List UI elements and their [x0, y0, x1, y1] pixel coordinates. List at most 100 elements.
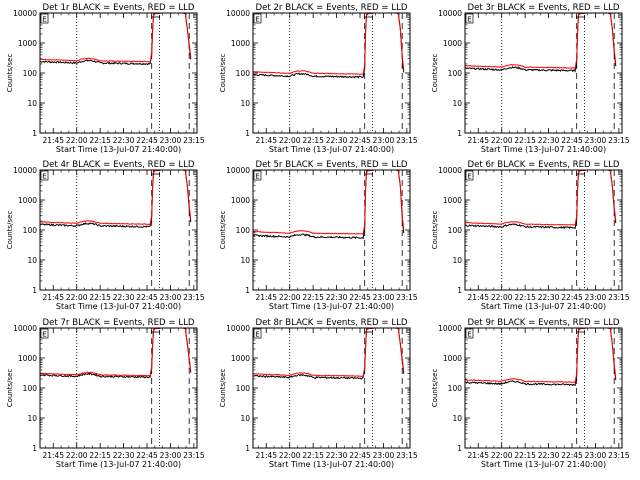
x-tick-label: 22:30	[538, 293, 560, 302]
plot-frame	[252, 327, 411, 449]
lld-series-tail	[183, 327, 192, 372]
plot-frame	[464, 327, 623, 449]
x-tick-label: 23:15	[608, 293, 630, 302]
x-axis-label: Start Time (13-Jul-07 21:40:00)	[481, 145, 606, 154]
panel-9: Det 9r BLACK = Events, RED = LLD Counts/s…	[431, 318, 630, 469]
lld-series	[252, 169, 374, 235]
y-axis-label: Counts/sec	[431, 369, 439, 408]
events-series	[464, 169, 586, 230]
y-axis-label: Counts/sec	[219, 369, 227, 408]
y-tick-label: 10000	[13, 324, 37, 333]
events-series	[39, 169, 161, 228]
x-axis-label: Start Time (13-Jul-07 21:40:00)	[56, 460, 181, 469]
x-tick-label: 22:00	[491, 293, 513, 302]
x-tick-label: 22:30	[326, 136, 348, 145]
y-axis-label: Counts/sec	[6, 54, 14, 93]
y-tick-label: 1	[457, 286, 462, 295]
y-tick-label: 100	[23, 384, 38, 393]
lld-series	[252, 12, 374, 75]
y-tick-label: 1000	[18, 196, 37, 205]
events-series	[39, 12, 161, 66]
x-tick-label: 22:45	[561, 136, 583, 145]
x-tick-label: 21:45	[42, 136, 64, 145]
y-tick-label: 100	[448, 384, 463, 393]
y-tick-label: 1	[32, 129, 37, 138]
y-tick-label: 1000	[18, 354, 37, 363]
x-tick-label: 23:00	[373, 293, 395, 302]
y-tick-label: 10000	[13, 9, 37, 18]
panel-title: Det 5r BLACK = Events, RED = LLD	[255, 160, 407, 170]
y-tick-label: 10	[240, 256, 250, 265]
x-axis-label: Start Time (13-Jul-07 21:40:00)	[481, 460, 606, 469]
panel-5: Det 5r BLACK = Events, RED = LLD Counts/s…	[219, 160, 418, 311]
x-tick-label: 22:15	[302, 293, 324, 302]
panel-7: Det 7r BLACK = Events, RED = LLD Counts/s…	[6, 318, 205, 469]
x-tick-label: 21:45	[42, 293, 64, 302]
x-tick-label: 22:30	[326, 451, 348, 460]
legend-box	[465, 170, 474, 181]
x-tick-label: 22:45	[349, 451, 371, 460]
x-tick-label: 22:00	[279, 451, 301, 460]
events-series	[252, 327, 374, 380]
y-tick-label: 1	[457, 444, 462, 453]
lld-series	[39, 169, 161, 225]
lld-series-tail	[608, 169, 617, 221]
x-tick-label: 23:00	[160, 451, 182, 460]
events-series	[39, 327, 161, 379]
y-tick-label: 1000	[443, 39, 462, 48]
panel-8: Det 8r BLACK = Events, RED = LLD Counts/s…	[219, 318, 418, 469]
x-tick-label: 22:00	[66, 293, 88, 302]
lld-series-tail	[608, 327, 617, 378]
legend-box	[40, 13, 49, 24]
plot-frame	[39, 12, 198, 134]
events-series	[252, 12, 374, 79]
legend-box	[465, 13, 474, 24]
x-tick-label: 22:15	[89, 451, 111, 460]
legend-box	[40, 170, 49, 181]
events-series-tail	[396, 327, 405, 374]
legend-marker: E	[255, 16, 259, 24]
y-axis-label: Counts/sec	[219, 54, 227, 93]
y-axis-label: Counts/sec	[6, 369, 14, 408]
x-tick-label: 22:00	[66, 136, 88, 145]
y-tick-label: 1	[457, 129, 462, 138]
y-tick-label: 1000	[443, 196, 462, 205]
panel-4: Det 4r BLACK = Events, RED = LLD Counts/s…	[6, 160, 205, 311]
panel-title: Det 3r BLACK = Events, RED = LLD	[467, 3, 619, 13]
panel-6: Det 6r BLACK = Events, RED = LLD Counts/s…	[431, 160, 630, 311]
x-tick-label: 23:15	[396, 293, 418, 302]
x-tick-label: 21:45	[467, 136, 489, 145]
y-tick-label: 10	[27, 99, 37, 108]
x-tick-label: 21:45	[42, 451, 64, 460]
y-tick-label: 1000	[231, 196, 250, 205]
y-tick-label: 1	[245, 286, 250, 295]
y-tick-label: 10000	[438, 166, 462, 175]
y-tick-label: 10000	[226, 166, 250, 175]
y-tick-label: 10	[27, 414, 37, 423]
legend-marker: E	[255, 173, 259, 181]
plot-frame	[252, 12, 411, 134]
x-axis-label: Start Time (13-Jul-07 21:40:00)	[269, 145, 394, 154]
legend-marker: E	[255, 331, 259, 339]
plot-frame	[464, 12, 623, 134]
x-tick-label: 21:45	[255, 136, 277, 145]
events-series	[464, 12, 586, 73]
lld-series-tail	[396, 12, 405, 70]
x-tick-label: 22:00	[491, 451, 513, 460]
x-tick-label: 23:15	[396, 136, 418, 145]
x-tick-label: 22:30	[113, 451, 135, 460]
x-tick-label: 23:00	[373, 451, 395, 460]
x-tick-label: 21:45	[255, 293, 277, 302]
x-axis-label: Start Time (13-Jul-07 21:40:00)	[269, 460, 394, 469]
legend-box	[253, 328, 262, 339]
y-tick-label: 1	[32, 444, 37, 453]
y-tick-label: 100	[448, 69, 463, 78]
x-tick-label: 22:15	[302, 136, 324, 145]
x-axis-label: Start Time (13-Jul-07 21:40:00)	[56, 302, 181, 311]
lld-series	[39, 12, 161, 63]
y-tick-label: 10	[240, 414, 250, 423]
legend-box	[253, 170, 262, 181]
legend-box	[253, 13, 262, 24]
y-tick-label: 100	[236, 69, 251, 78]
panel-title: Det 8r BLACK = Events, RED = LLD	[255, 318, 407, 328]
